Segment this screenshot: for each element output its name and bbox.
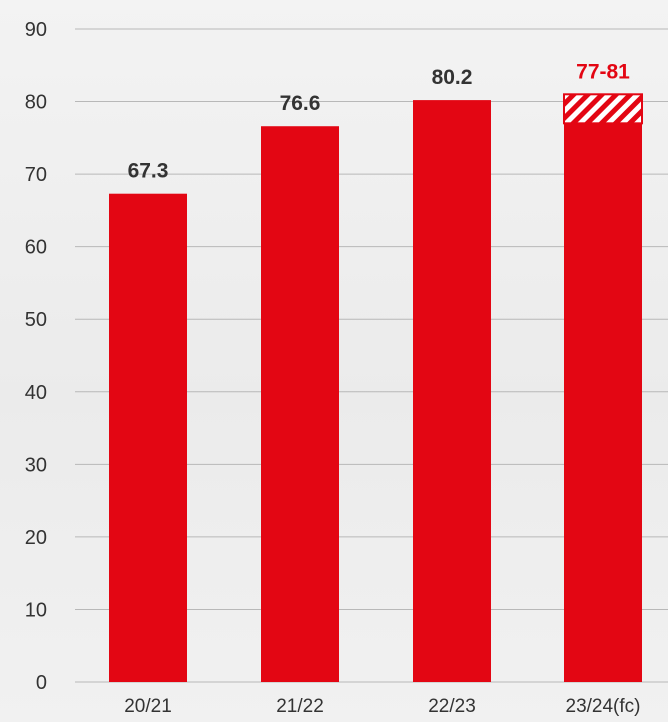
x-tick-label: 22/23 [428, 696, 476, 717]
y-axis-ticks: 0 10 20 30 40 50 60 70 80 90 [25, 19, 47, 694]
y-tick-label: 40 [25, 382, 47, 404]
data-label: 67.3 [128, 160, 169, 183]
y-tick-label: 0 [36, 672, 47, 694]
y-tick-label: 30 [25, 454, 47, 476]
data-label: 77-81 [576, 60, 630, 83]
data-label: 80.2 [432, 66, 473, 89]
y-tick-label: 90 [25, 19, 47, 41]
data-labels: 67.3 76.6 80.2 77-81 [128, 60, 631, 182]
bar [413, 100, 491, 683]
x-tick-label: 23/24(fc) [566, 696, 641, 717]
y-tick-label: 10 [25, 599, 47, 621]
y-tick-label: 80 [25, 92, 47, 114]
x-tick-label: 21/22 [276, 696, 324, 717]
bar [261, 126, 339, 683]
data-label: 76.6 [280, 92, 321, 115]
y-tick-label: 60 [25, 237, 47, 259]
x-axis-ticks: 20/21 21/22 22/23 23/24(fc) [124, 696, 640, 717]
y-tick-label: 50 [25, 309, 47, 331]
x-tick-label: 20/21 [124, 696, 172, 717]
forecast-range-bar [563, 93, 643, 125]
y-tick-label: 20 [25, 527, 47, 549]
bar [564, 123, 642, 683]
y-tick-label: 70 [25, 164, 47, 186]
bars [109, 93, 643, 683]
bar [109, 193, 187, 682]
